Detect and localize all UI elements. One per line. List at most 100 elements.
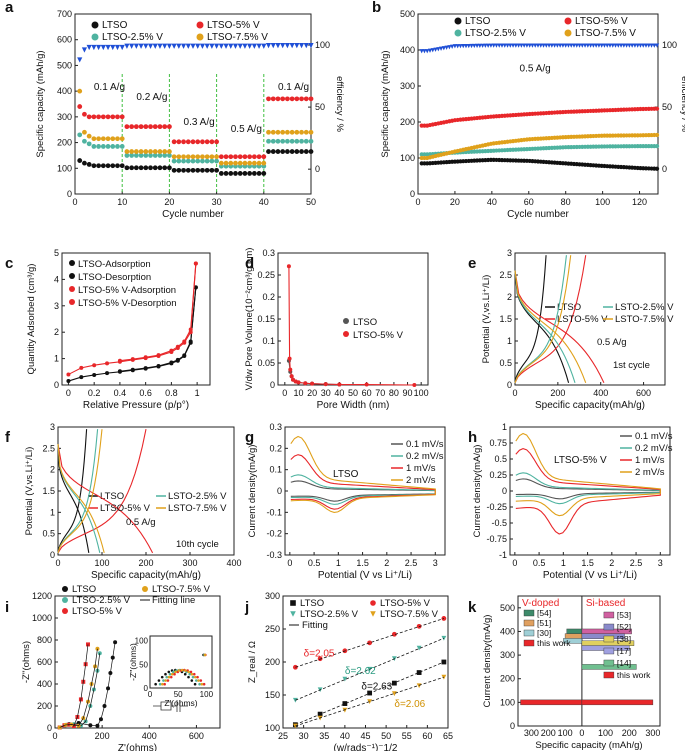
data-point: [77, 88, 83, 94]
legend-marker: [69, 286, 75, 292]
data-point: [162, 679, 165, 682]
data-point: [474, 43, 480, 49]
x-tick-label: 10: [293, 388, 303, 398]
panel-letter: h: [468, 429, 477, 446]
y-tick-label: -0.1: [266, 507, 282, 517]
data-point: [288, 367, 293, 372]
data-point: [256, 154, 262, 160]
data-point: [530, 43, 535, 48]
x-tick-label: 0.2: [88, 388, 101, 398]
data-point: [308, 96, 314, 102]
data-point: [544, 43, 549, 48]
data-point: [96, 114, 101, 120]
x-tick-label: 0.5: [533, 558, 546, 568]
data-point: [577, 43, 582, 48]
data-point: [190, 679, 194, 682]
x-tick-label: 60: [362, 388, 372, 398]
data-point: [280, 43, 286, 49]
data-point: [185, 158, 191, 164]
data-point: [299, 149, 304, 154]
slope-annotation: δ=2.62: [345, 666, 376, 677]
data-point: [527, 43, 532, 48]
rate-annotation: 0.5 A/g: [520, 64, 551, 75]
discharge-curve: [514, 270, 605, 384]
data-point: [303, 138, 309, 144]
panel-letter: e: [468, 255, 476, 272]
legend-label: LTSO: [102, 20, 128, 31]
data-point: [285, 96, 290, 102]
data-point: [491, 43, 496, 48]
data-point: [86, 133, 92, 139]
chart-panel-j: 25 30 35 40 45 50 55 60 65 100 150 200 250 300 (w/rads…: [247, 591, 453, 751]
legend-label: LTSO-2.5% V: [72, 595, 131, 606]
y-tick-label: 400: [57, 86, 72, 96]
legend-label: LSTO-7.5% V: [615, 314, 674, 325]
y-tick-label: 1200: [32, 591, 52, 601]
y-axis-label: Specific capacity (mAh/g): [380, 50, 391, 157]
x-tick-label: 30: [321, 388, 331, 398]
cv-curve: [515, 432, 661, 517]
data-point: [196, 675, 199, 679]
data-point: [499, 43, 505, 48]
data-point: [181, 139, 186, 145]
data-point: [209, 167, 215, 173]
y-tick-label: 300: [57, 112, 72, 122]
data-point: [280, 129, 286, 135]
data-point: [181, 158, 186, 164]
data-point: [266, 149, 271, 154]
data-point: [91, 163, 97, 169]
legend-label: LTSO-7.5% V: [207, 32, 268, 43]
x-tick-label: 1: [561, 558, 566, 568]
legend-label: this work: [617, 670, 651, 680]
y2-tick-label: 0: [662, 164, 667, 174]
data-point: [654, 106, 660, 111]
y-tick-label: 200: [400, 117, 415, 127]
x-tick-label: 40: [340, 731, 350, 741]
data-point: [195, 139, 201, 145]
panel-letter: f: [5, 429, 11, 446]
data-point: [452, 44, 458, 49]
data-point: [77, 158, 83, 163]
data-point: [110, 136, 116, 142]
data-point: [280, 96, 286, 102]
x-axis-label: Z'(ohms): [118, 743, 157, 751]
data-point: [646, 43, 651, 48]
legend-label: LTSO-7.5% V: [152, 584, 211, 595]
data-point: [143, 153, 149, 158]
data-point: [450, 44, 455, 49]
x-tick-label: 50: [348, 388, 358, 398]
y-tick-label: 0: [507, 380, 512, 390]
data-point: [158, 682, 162, 686]
x-tick-label: 100: [94, 558, 109, 568]
y-tick-label: 1.5: [42, 486, 55, 496]
annotation: 0.5 A/g: [597, 337, 627, 348]
data-point: [285, 129, 290, 135]
y-tick-label: 0.5: [499, 358, 512, 368]
equivalent-circuit-icon: [153, 700, 188, 712]
data-point: [303, 43, 309, 49]
data-point: [190, 139, 196, 145]
y-tick-label: 600: [57, 35, 72, 45]
y2-axis-label: efficiency / %: [679, 76, 685, 132]
legend-swatch: [523, 639, 535, 647]
data-point: [652, 43, 657, 48]
data-point: [502, 43, 507, 48]
data-point: [105, 114, 111, 120]
data-point: [133, 124, 139, 130]
data-point: [154, 682, 157, 686]
y-axis-label: Potential (V,vs.Li⁺/Li): [24, 447, 35, 536]
fitting-line: [59, 648, 98, 728]
legend-label: LTSO-5% V: [72, 606, 123, 617]
data-point: [200, 158, 205, 164]
y-tick-label: 500: [57, 60, 72, 70]
legend-swatch: [523, 609, 535, 617]
data-point: [185, 167, 191, 173]
fitting-line: [295, 676, 444, 727]
data-point: [110, 114, 116, 120]
data-point: [251, 43, 257, 49]
legend-swatch: [523, 619, 535, 627]
data-point: [129, 165, 135, 171]
y-tick-label: 300: [500, 650, 515, 660]
data-point: [286, 264, 291, 269]
data-point: [157, 149, 163, 154]
